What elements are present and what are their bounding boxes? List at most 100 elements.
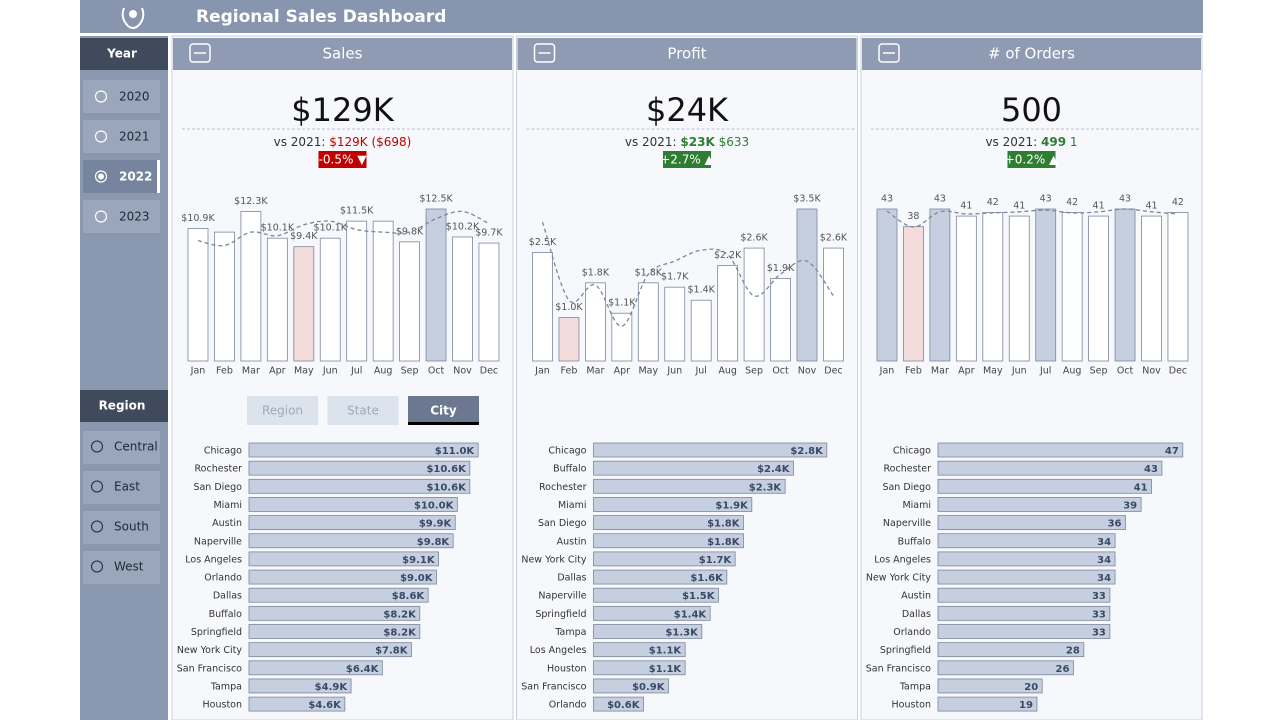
kpi-compare: vs 2021: $23K $633 <box>625 135 749 149</box>
data-label: 38 <box>907 211 919 222</box>
bar <box>593 533 744 549</box>
radio <box>91 440 103 453</box>
data-label: $10.9K <box>181 213 215 224</box>
bar <box>796 208 818 362</box>
data-label: $9.4K <box>290 231 318 242</box>
bar <box>611 312 633 362</box>
region-option[interactable]: West <box>83 551 160 584</box>
data-label: $0.9K <box>632 682 666 693</box>
x-tick-label: Feb <box>561 366 578 377</box>
data-label: 28 <box>1066 646 1080 657</box>
year-option-label: 2021 <box>119 130 150 144</box>
year-option[interactable]: 2022 <box>83 160 160 193</box>
y-tick-label: Orlando <box>893 627 931 638</box>
month-chart: $10.9K Jan Feb $12.3K Mar $10.1K Apr $9.4K May $1… <box>181 194 503 377</box>
region-option-label: West <box>114 560 144 574</box>
data-label: $11.5K <box>340 206 374 217</box>
data-label: $4.9K <box>315 682 349 693</box>
data-label: $4.6K <box>308 700 342 711</box>
bar <box>1114 208 1136 362</box>
bar <box>937 569 1116 585</box>
bar <box>248 551 439 567</box>
change-label: -0.5% ▼ <box>319 153 368 167</box>
data-label: $1.3K <box>665 628 699 639</box>
data-label: 41 <box>1134 482 1148 493</box>
bar <box>248 624 421 639</box>
compare-label: vs 2021: <box>274 135 326 149</box>
year-option[interactable]: 2021 <box>83 120 160 153</box>
tab[interactable]: State <box>327 396 399 425</box>
prior-year-line <box>541 221 834 327</box>
data-label: $2.8K <box>790 446 824 457</box>
data-label: $12.5K <box>419 194 453 205</box>
data-label: $12.3K <box>234 196 268 207</box>
data-label: $2.4K <box>757 464 791 475</box>
bar <box>248 605 421 621</box>
bar <box>955 215 977 362</box>
data-label: $1.5K <box>682 591 716 602</box>
year-option[interactable]: 2023 <box>83 200 160 233</box>
month-chart: 43 Jan 38 Feb 43 Mar 41 Apr 42 May 41 Jun 43 Jul 42 Aug… <box>876 194 1189 377</box>
data-label: $11.0K <box>435 446 476 457</box>
panel-title: # of Orders <box>988 45 1075 63</box>
y-tick-label: Dallas <box>213 591 242 602</box>
data-label: $6.4K <box>346 664 380 675</box>
kpi-value: $129K <box>291 91 394 129</box>
x-tick-label: Apr <box>958 366 975 377</box>
data-label: 42 <box>1172 197 1184 208</box>
bar <box>1088 215 1109 362</box>
tab[interactable]: Region <box>247 396 318 425</box>
x-tick-label: Dec <box>824 366 842 377</box>
bar <box>903 226 924 362</box>
year-option[interactable]: 2020 <box>83 80 160 113</box>
bar <box>425 208 447 362</box>
year-slicer-header <box>80 38 168 70</box>
year-option-label: 2020 <box>119 90 150 104</box>
bar <box>1008 215 1030 362</box>
data-label: 42 <box>1066 197 1078 208</box>
bar <box>937 587 1111 603</box>
y-tick-label: Los Angeles <box>530 645 587 656</box>
data-label: $9.1K <box>402 555 436 566</box>
bar <box>593 642 686 658</box>
bar <box>929 208 951 362</box>
data-label: $8.2K <box>383 628 417 639</box>
y-tick-label: San Francisco <box>866 663 931 674</box>
bar <box>937 478 1152 494</box>
bar <box>593 442 828 458</box>
region-option[interactable]: South <box>83 511 160 544</box>
icon-shape <box>533 43 556 63</box>
panel-title: Profit <box>667 45 706 63</box>
region-option[interactable]: East <box>83 471 160 504</box>
bar <box>248 660 383 676</box>
data-label: $9.8K <box>417 537 451 548</box>
x-tick-label: Jan <box>879 366 895 377</box>
y-tick-label: New York City <box>521 554 587 565</box>
dashboard-title: Regional Sales Dashboard <box>196 7 446 27</box>
data-label: 33 <box>1092 609 1106 620</box>
compare-label: vs 2021: <box>625 135 677 149</box>
bar <box>593 587 719 603</box>
tab[interactable]: City <box>408 396 479 425</box>
data-label: 43 <box>881 194 893 205</box>
bar <box>637 282 659 362</box>
y-tick-label: Tampa <box>210 681 242 692</box>
data-label: $9.9K <box>419 519 453 530</box>
bar <box>1035 208 1057 362</box>
tab-label: City <box>430 404 457 418</box>
data-label: 41 <box>1093 201 1105 212</box>
y-tick-label: Springfield <box>191 627 242 638</box>
y-tick-label: Naperville <box>538 591 586 602</box>
bar <box>876 208 898 362</box>
y-tick-label: Buffalo <box>209 609 243 620</box>
region-option[interactable]: Central <box>83 431 160 464</box>
x-tick-label: Mar <box>242 366 260 377</box>
y-tick-label: Chicago <box>204 446 242 457</box>
data-label: $2.6K <box>820 233 848 244</box>
data-label: 41 <box>960 201 972 212</box>
y-tick-label: Rochester <box>195 464 243 475</box>
panel-icon <box>189 43 211 63</box>
y-tick-label: Houston <box>203 700 242 711</box>
